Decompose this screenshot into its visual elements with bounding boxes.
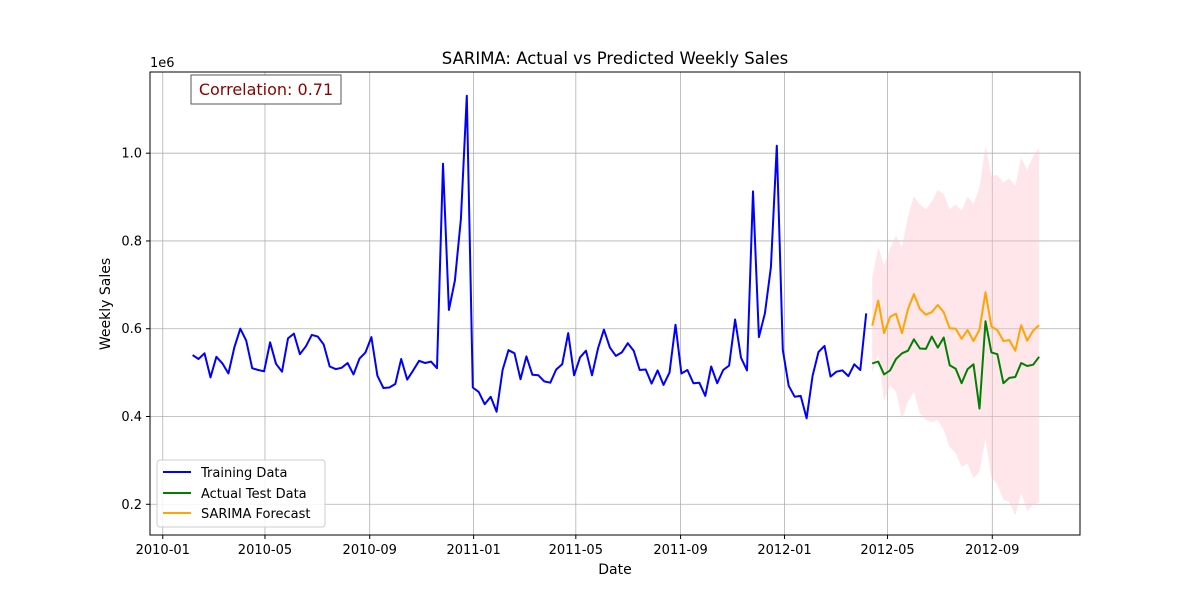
- legend-label-actual-test: Actual Test Data: [201, 487, 307, 502]
- legend-label-forecast: SARIMA Forecast: [201, 507, 311, 522]
- actual-test-data-line: [871, 320, 1040, 410]
- x-axis-label: Date: [598, 562, 631, 578]
- x-tick-label: 2012-09: [965, 543, 1019, 558]
- legend-entry-actual-test: Actual Test Data: [163, 487, 307, 502]
- chart-title: SARIMA: Actual vs Predicted Weekly Sales: [442, 49, 788, 68]
- legend-entry-forecast: SARIMA Forecast: [163, 507, 311, 522]
- x-tick-label: 2012-01: [757, 543, 811, 558]
- x-tick-label: 2010-09: [343, 543, 397, 558]
- y-axis-ticks: 0.2 0.4 0.6 0.8 1.0: [121, 147, 150, 513]
- correlation-text: Correlation: 0.71: [199, 80, 333, 99]
- x-tick-label: 2011-09: [653, 543, 707, 558]
- legend: Training Data Actual Test Data SARIMA Fo…: [156, 459, 326, 528]
- y-tick-label: 1.0: [121, 147, 142, 162]
- legend-label-training: Training Data: [200, 466, 287, 481]
- x-tick-label: 2011-01: [446, 543, 500, 558]
- legend-box: [156, 459, 326, 528]
- y-tick-label: 0.2: [121, 498, 142, 513]
- series-lines: [192, 94, 1040, 420]
- plot-frame: [149, 71, 1081, 536]
- y-axis-scale-note: 1e6: [150, 56, 175, 71]
- y-tick-label: 0.4: [121, 410, 142, 425]
- plot-area: [150, 72, 1080, 535]
- x-tick-label: 2010-01: [136, 543, 190, 558]
- x-axis-ticks: 2010-01 2010-05 2010-09 2011-01 2011-05 2011-…: [136, 535, 1019, 558]
- y-tick-label: 0.6: [121, 322, 142, 337]
- sarima-forecast-line: [871, 291, 1040, 352]
- axes-frame: [149, 71, 1081, 536]
- grid-lines: [150, 72, 1080, 535]
- correlation-box: [190, 74, 342, 105]
- correlation-annotation: Correlation: 0.71: [190, 74, 342, 105]
- x-tick-label: 2011-05: [549, 543, 603, 558]
- legend-entry-training: Training Data: [163, 466, 287, 481]
- y-axis-label: Weekly Sales: [98, 258, 114, 350]
- training-data-line: [192, 94, 868, 420]
- y-tick-label: 0.8: [121, 234, 142, 249]
- x-tick-label: 2012-05: [860, 543, 914, 558]
- x-tick-label: 2010-05: [238, 543, 292, 558]
- plot-background: [150, 72, 1080, 535]
